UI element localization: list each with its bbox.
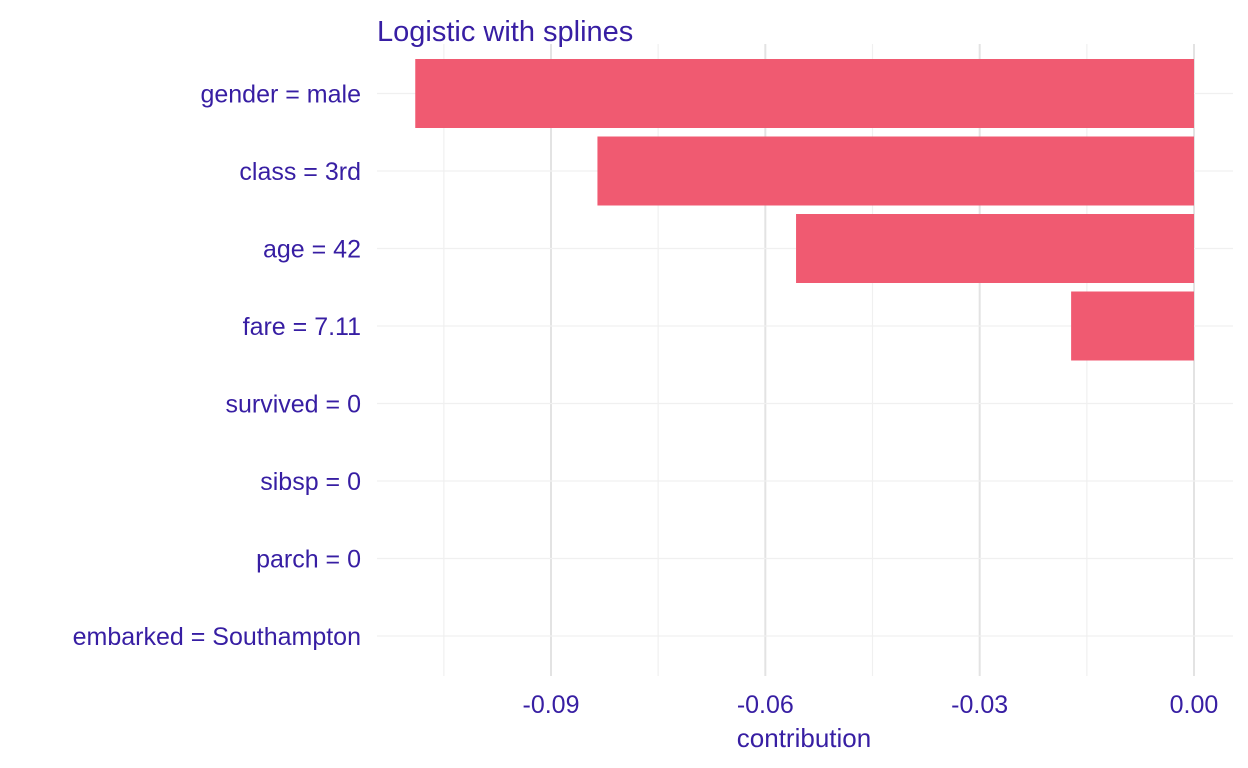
bar (597, 136, 1194, 206)
category-label: age = 42 (263, 236, 361, 264)
bars (415, 59, 1194, 361)
category-label: gender = male (200, 81, 361, 109)
category-label: sibsp = 0 (260, 468, 361, 496)
x-axis-label: contribution (737, 723, 871, 753)
bar (1071, 291, 1194, 361)
category-label: survived = 0 (226, 391, 362, 419)
category-labels: gender = male class = 3rd age = 42 fare = 7… (73, 81, 361, 652)
x-tick-label: -0.06 (737, 691, 794, 719)
chart-title: Logistic with splines (377, 16, 633, 48)
x-tick-label: -0.03 (951, 691, 1008, 719)
category-label: class = 3rd (239, 158, 361, 186)
category-label: embarked = Southampton (73, 623, 361, 651)
bar (796, 214, 1194, 283)
category-label: fare = 7.11 (243, 313, 361, 341)
category-label: parch = 0 (256, 546, 361, 574)
x-tick-labels: -0.09 -0.06 -0.03 0.00 (523, 691, 1219, 719)
x-tick-label: -0.09 (523, 691, 580, 719)
bar (415, 59, 1194, 128)
x-tick-label: 0.00 (1170, 691, 1219, 719)
